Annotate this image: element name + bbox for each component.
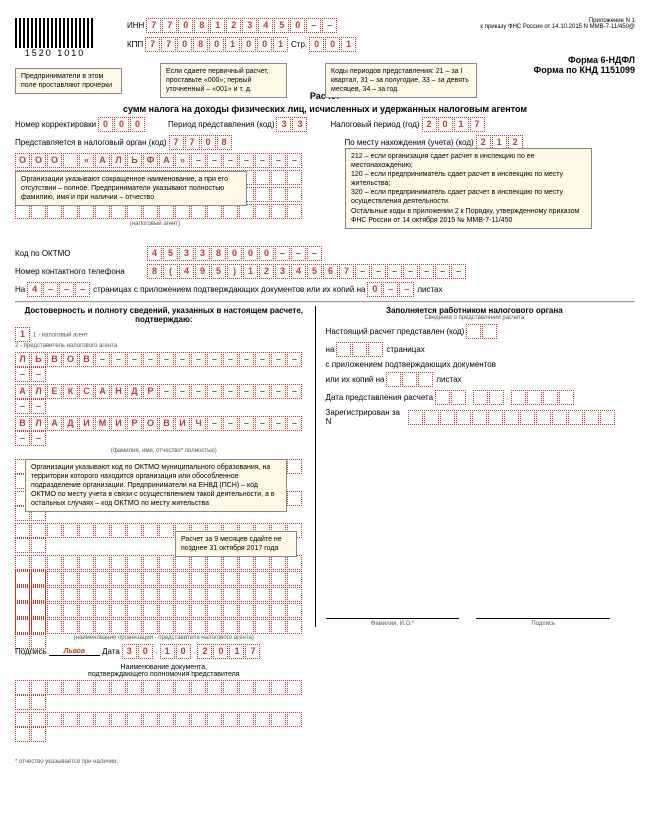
note-2: Если сдаете первичный расчет, проставьте… [160,63,287,98]
company-row1: ООО «АЛЬФА»––––––– [15,153,303,168]
empty-row [15,680,313,710]
nalper-cells: 2017 [422,117,486,132]
r-cells [336,342,384,357]
inn-label: ИНН [127,21,144,30]
r-f4: или их копий на [326,375,385,384]
barcode: 1520 1010 [15,18,95,58]
r-cells [386,372,434,387]
r-f4b: листах [436,375,461,384]
type1-label: 1 - налоговый агент [33,332,88,338]
middlename-cells: ВЛАДИМИРОВИЧ–––––––– [15,416,313,446]
order-label: к приказу ФНС России от 14.10.2015 N ММВ… [480,24,635,30]
r-sign: Подпись [476,621,610,627]
type2-label: 2 - представитель налогового агента [15,343,117,349]
note-4: Организации указывают сокращенное наимен… [15,171,247,206]
date-cells: 30 . 10 . 2017 [122,644,262,659]
pages-mid: страницах с приложением подтверждающих д… [93,285,365,294]
str-label: Стр. [291,40,307,49]
r-f2: на [326,345,335,354]
tel-cells: 8(495)1234567––––––– [147,264,467,279]
r-f2b: страницах [386,345,424,354]
r-fio: Фамилия, И.О.* [326,621,460,627]
str-cells: 001 [309,37,357,52]
organ-label: Представляется в налоговый орган (код) [15,138,167,147]
period-label: Период представления (код) [168,120,275,129]
copies-cells: 0–– [367,282,415,297]
oktmo-label: Код по ОКТМО [15,249,145,258]
korr-cells: 000 [98,117,146,132]
kpp-cells: 770801001 [145,37,289,52]
type-cell: 1 [15,327,31,342]
inn-cells: 7708123450–– [146,18,338,33]
footer: * отчество указывается при наличии. [15,759,635,765]
pages-cells: 4––– [27,282,91,297]
right-section: Заполняется работником налогового органа… [315,306,624,627]
period-cells: 33 [276,117,308,132]
r-f5: Дата представления расчета [326,393,434,402]
r-cells: . . [435,390,575,405]
form-name: Форма 6-НДФЛ [480,55,635,65]
korr-label: Номер корректировки [15,120,96,129]
firstname-cells: АЛЕКСАНДР––––––––––– [15,384,313,414]
doc2-label: подтверждающего полномочия представителя [88,671,240,678]
right-sub: Сведения о представлении расчета [326,315,624,321]
r-f3: с приложением подтверждающих документов [326,360,496,369]
copies-post: листах [417,285,442,294]
note-7: Расчет за 9 месяцев сдайте не позднее 31… [175,531,297,557]
left-title: Достоверность и полноту сведений, указан… [15,306,313,324]
agent-label: (налоговый агент) [15,221,295,227]
r-cells [408,410,616,425]
r-f6: Зарегистрирован за N [326,408,406,426]
note-6: Организации указывают код по ОКТМО муниц… [25,459,287,512]
note-3: Коды периодов представления: 21 – за I к… [325,63,477,98]
note-1: Предприниматели в этом поле проставляют … [15,68,122,94]
empty-row [15,712,313,742]
sign-label: Подпись [15,647,47,656]
date-label: Дата [102,647,120,656]
lastname-cells: ЛЬВОВ––––––––––––––– [15,352,313,382]
nalper-label: Налоговый период (год) [330,120,419,129]
oktmo-cells: 45338000––– [147,246,323,261]
right-title: Заполняется работником налогового органа [326,306,624,315]
form-code: Форма по КНД 1151099 [480,65,635,75]
organ-cells: 7708 [169,135,233,150]
left-section: Достоверность и полноту сведений, указан… [15,306,313,744]
r-f1: Настоящий расчет представлен (код) [326,327,465,336]
empty-row [15,555,313,585]
title-2: сумм налога на доходы физических лиц, ис… [15,104,635,114]
pages-pre: На [15,285,25,294]
tel-label: Номер контактного телефона [15,267,145,276]
fio-label: (фамилия, имя, отчество* полностью) [15,448,313,454]
kpp-label: КПП [127,40,143,49]
note-5: 212 – если организация сдает расчет в ин… [345,148,592,229]
sign-value: Львов [49,648,101,656]
barcode-number: 1520 1010 [15,48,95,58]
doc-label: Наименование документа, [121,664,208,671]
mesto-label: По месту нахождения (учета) (код) [344,138,473,147]
r-cells [466,324,498,339]
empty-row [15,587,313,617]
